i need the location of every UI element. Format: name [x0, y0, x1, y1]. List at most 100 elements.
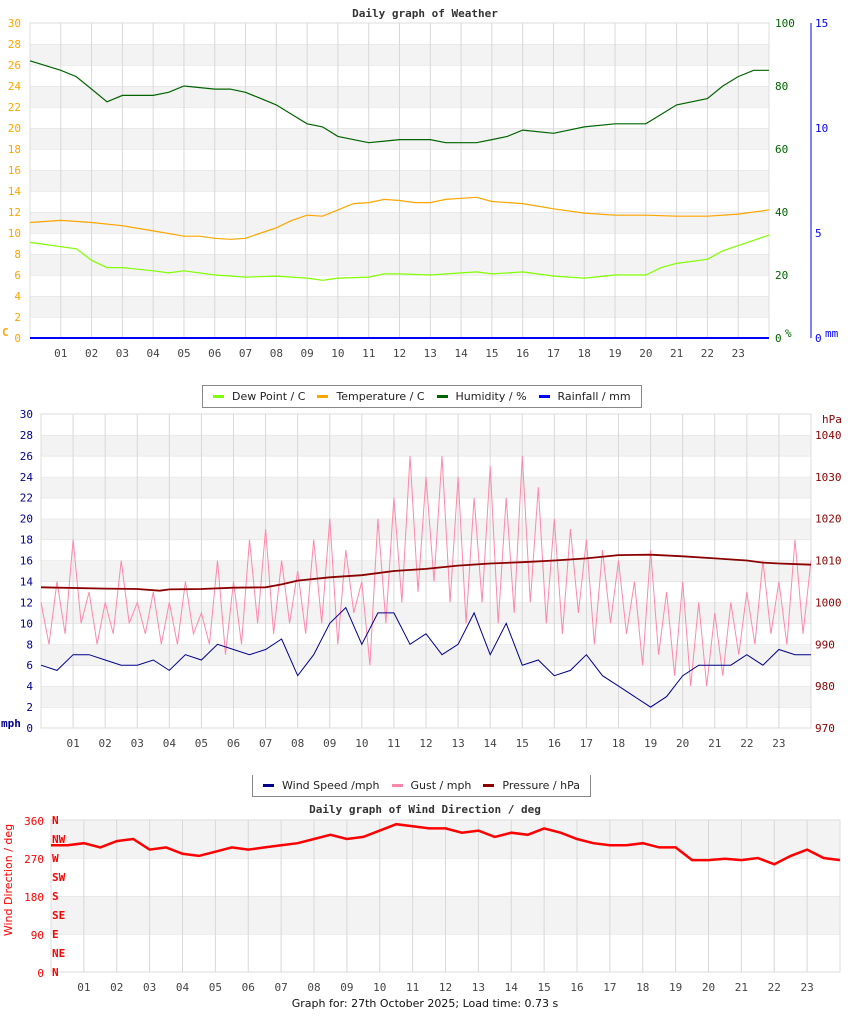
- chart-title-wind-direction: Daily graph of Wind Direction / deg: [309, 803, 541, 816]
- x-tick-label: 18: [636, 981, 649, 994]
- x-tick-label: 22: [740, 737, 753, 750]
- y-left-tick-label: 18: [20, 534, 33, 547]
- y-right-tick-label: 1000: [815, 596, 842, 609]
- x-tick-label: 12: [419, 737, 432, 750]
- plot-border: [50, 819, 841, 973]
- series-pressure-line: [40, 553, 812, 592]
- x-tick-label: 20: [676, 737, 689, 750]
- x-tick-label: 20: [702, 981, 715, 994]
- x-tick-label: 16: [516, 347, 529, 360]
- y-left-tick-label: 20: [20, 513, 33, 526]
- legend-swatch-temperature: [317, 395, 329, 398]
- legend-swatch-windspeed: [263, 784, 274, 787]
- x-tick-label: 15: [538, 981, 551, 994]
- y-left-unit-label: C: [2, 326, 9, 339]
- y-right-unit-label-rain: mm: [825, 327, 839, 340]
- x-tick-label: 07: [275, 981, 288, 994]
- x-tick-label: 01: [66, 737, 79, 750]
- series-windspeed-line: [40, 606, 811, 708]
- legend-swatch-rainfall: [538, 395, 550, 398]
- x-tick-label: 16: [548, 737, 561, 750]
- x-tick-label: 07: [259, 737, 272, 750]
- y-left-tick-label: 22: [8, 101, 21, 114]
- x-tick-label: 14: [484, 737, 498, 750]
- x-tick-label: 03: [143, 981, 156, 994]
- y-right-tick-label: 1030: [815, 471, 842, 484]
- legend-label-dewpoint: Dew Point / C: [232, 390, 306, 403]
- y-right-humidity-tick-label: 20: [775, 269, 788, 282]
- y-right-tick-label: 1040: [815, 429, 842, 442]
- x-tick-label: 03: [131, 737, 144, 750]
- compass-label: S: [52, 890, 59, 903]
- y-left-tick-label: 4: [26, 680, 33, 693]
- y-left-tick-label: 6: [26, 659, 33, 672]
- y-left-tick-label: 26: [20, 450, 33, 463]
- y-right-rain-tick-label: 10: [815, 122, 828, 135]
- x-tick-label: 01: [54, 347, 67, 360]
- series-dewpoint-line: [29, 234, 770, 281]
- x-tick-label: 17: [580, 737, 593, 750]
- y-left-tick-label: 18: [8, 143, 21, 156]
- series-humidity-line: [29, 60, 769, 144]
- x-tick-label: 04: [176, 981, 190, 994]
- y-left-tick-label: 24: [8, 80, 22, 93]
- y-left-tick-label: 8: [14, 248, 21, 261]
- y-left-tick-label: 2: [14, 311, 21, 324]
- series-wind-direction-line: [51, 822, 841, 866]
- x-tick-label: 08: [270, 347, 283, 360]
- legend-label-rainfall: Rainfall / mm: [557, 390, 631, 403]
- x-tick-label: 22: [768, 981, 781, 994]
- x-tick-label: 19: [669, 981, 682, 994]
- legend-label-temperature: Temperature / C: [336, 390, 425, 403]
- y-left-tick-label: 2: [26, 701, 33, 714]
- x-tick-label: 05: [195, 737, 208, 750]
- compass-label: NW: [52, 833, 66, 846]
- y-right-rain-tick-label: 15: [815, 17, 828, 30]
- y-right-humidity-tick-label: 100: [775, 17, 795, 30]
- y-right-unit-label: hPa: [822, 413, 842, 426]
- y-left-tick-label: 10: [8, 227, 21, 240]
- y-right-humidity-tick-label: 0: [775, 332, 782, 345]
- x-tick-label: 21: [670, 347, 683, 360]
- y-right-unit-label-humidity: %: [785, 327, 792, 340]
- y-tick-label: 90: [31, 929, 44, 942]
- y-left-tick-label: 8: [26, 638, 33, 651]
- y-left-tick-label: 16: [20, 555, 33, 568]
- legend-swatch-pressure: [483, 784, 495, 787]
- x-tick-label: 01: [77, 981, 90, 994]
- x-tick-label: 13: [424, 347, 437, 360]
- y-left-tick-label: 14: [8, 185, 22, 198]
- footer-graph-info: Graph for: 27th October 2025; Load time:…: [291, 997, 559, 1010]
- x-tick-label: 02: [85, 347, 98, 360]
- x-tick-label: 21: [735, 981, 748, 994]
- y-left-tick-label: 6: [14, 269, 21, 282]
- x-tick-label: 09: [340, 981, 353, 994]
- x-tick-label: 10: [355, 737, 368, 750]
- x-tick-label: 04: [147, 347, 161, 360]
- y-left-tick-label: 24: [20, 471, 34, 484]
- x-tick-label: 11: [362, 347, 375, 360]
- x-tick-label: 21: [708, 737, 721, 750]
- x-tick-label: 10: [331, 347, 344, 360]
- x-tick-label: 23: [801, 981, 814, 994]
- x-tick-label: 06: [208, 347, 221, 360]
- x-tick-label: 08: [291, 737, 304, 750]
- y-right-tick-label: 1010: [815, 555, 842, 568]
- x-tick-label: 14: [505, 981, 519, 994]
- x-tick-label: 03: [116, 347, 129, 360]
- y-left-tick-label: 28: [20, 429, 33, 442]
- x-tick-label: 13: [451, 737, 464, 750]
- x-tick-label: 08: [307, 981, 320, 994]
- x-tick-label: 04: [163, 737, 177, 750]
- x-tick-label: 19: [644, 737, 657, 750]
- series-temperature-line: [29, 196, 770, 240]
- x-tick-label: 10: [373, 981, 386, 994]
- y-right-tick-label: 970: [815, 722, 835, 735]
- compass-label: W: [52, 852, 59, 865]
- series-gust-line: [40, 455, 812, 687]
- y-left-tick-label: 0: [26, 722, 33, 735]
- legend-swatch-gust: [391, 784, 403, 787]
- y-left-tick-label: 16: [8, 164, 21, 177]
- chart-title-weather: Daily graph of Weather: [352, 7, 498, 20]
- legend-wind: Wind Speed /mph Gust / mph Pressure / hP…: [252, 775, 591, 797]
